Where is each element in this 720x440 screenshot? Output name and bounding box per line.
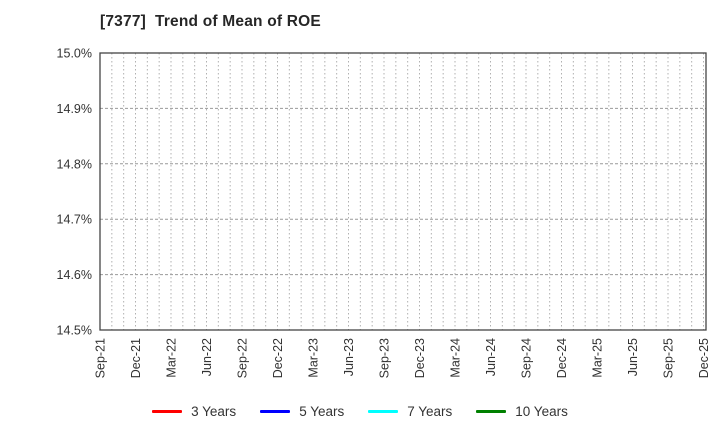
x-tick-label: Mar-22 [165, 338, 179, 378]
legend-item-3-years: 3 Years [152, 404, 236, 419]
x-tick-label: Dec-23 [413, 338, 427, 378]
x-tick-label: Sep-22 [236, 338, 250, 378]
y-tick-label: 14.7% [57, 213, 92, 227]
x-tick-label: Mar-23 [307, 338, 321, 378]
legend-label-5-years: 5 Years [299, 404, 345, 419]
y-tick-label: 15.0% [57, 47, 92, 61]
x-tick-label: Dec-21 [129, 338, 143, 378]
x-tick-label: Jun-25 [626, 338, 640, 376]
x-tick-label: Sep-25 [662, 338, 676, 378]
y-tick-label: 14.9% [57, 102, 92, 116]
legend-label-10-years: 10 Years [515, 404, 568, 419]
x-tick-label: Jun-23 [342, 338, 356, 376]
x-tick-label: Sep-24 [520, 338, 534, 378]
legend-line-5-years [260, 410, 291, 413]
legend: 3 Years 5 Years 7 Years 10 Years [0, 404, 720, 419]
y-tick-label: 14.8% [57, 157, 92, 171]
x-tick-label: Dec-22 [271, 338, 285, 378]
x-tick-label: Sep-21 [94, 338, 108, 378]
x-tick-label: Jun-22 [200, 338, 214, 376]
x-tick-label: Dec-25 [697, 338, 711, 378]
legend-item-5-years: 5 Years [260, 404, 344, 419]
y-tick-label: 14.5% [57, 324, 92, 338]
legend-label-7-years: 7 Years [407, 404, 453, 419]
y-tick-label: 14.6% [57, 268, 92, 282]
plot-area: 14.5% 14.6% 14.7% 14.8% 14.9% 15.0% Sep-21 Dec-… [57, 47, 711, 379]
plot-border [99, 52, 707, 331]
x-tick-label: Mar-25 [591, 338, 605, 378]
legend-item-7-years: 7 Years [368, 404, 452, 419]
legend-item-10-years: 10 Years [476, 404, 568, 419]
chart-title: [7377] Trend of Mean of ROE [100, 13, 321, 30]
x-tick-label: Jun-24 [484, 338, 498, 376]
x-tick-label: Dec-24 [555, 338, 569, 378]
legend-label-3-years: 3 Years [191, 404, 237, 419]
legend-line-7-years [368, 410, 399, 413]
x-tick-label: Mar-24 [449, 338, 463, 378]
legend-line-10-years [476, 410, 507, 413]
x-tick-label: Sep-23 [378, 338, 392, 378]
legend-line-3-years [152, 410, 183, 413]
